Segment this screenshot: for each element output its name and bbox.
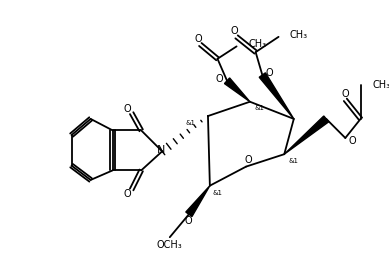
Text: CH₃: CH₃ xyxy=(248,40,266,49)
Text: &1: &1 xyxy=(186,120,196,126)
Text: &1: &1 xyxy=(254,105,265,111)
Text: &1: &1 xyxy=(289,158,299,164)
Text: O: O xyxy=(194,34,202,44)
Polygon shape xyxy=(259,73,294,119)
Polygon shape xyxy=(224,78,250,102)
Polygon shape xyxy=(284,116,329,154)
Text: CH₃: CH₃ xyxy=(372,79,389,90)
Text: CH₃: CH₃ xyxy=(290,30,308,40)
Polygon shape xyxy=(186,186,210,216)
Text: O: O xyxy=(123,104,131,114)
Text: O: O xyxy=(123,189,131,199)
Text: O: O xyxy=(265,68,273,78)
Text: O: O xyxy=(348,136,356,146)
Text: O: O xyxy=(342,89,349,99)
Text: OCH₃: OCH₃ xyxy=(157,240,183,250)
Text: &1: &1 xyxy=(212,190,223,196)
Text: O: O xyxy=(216,74,223,84)
Text: O: O xyxy=(184,216,192,226)
Text: O: O xyxy=(244,155,252,165)
Text: N: N xyxy=(157,145,165,155)
Text: O: O xyxy=(231,26,238,36)
